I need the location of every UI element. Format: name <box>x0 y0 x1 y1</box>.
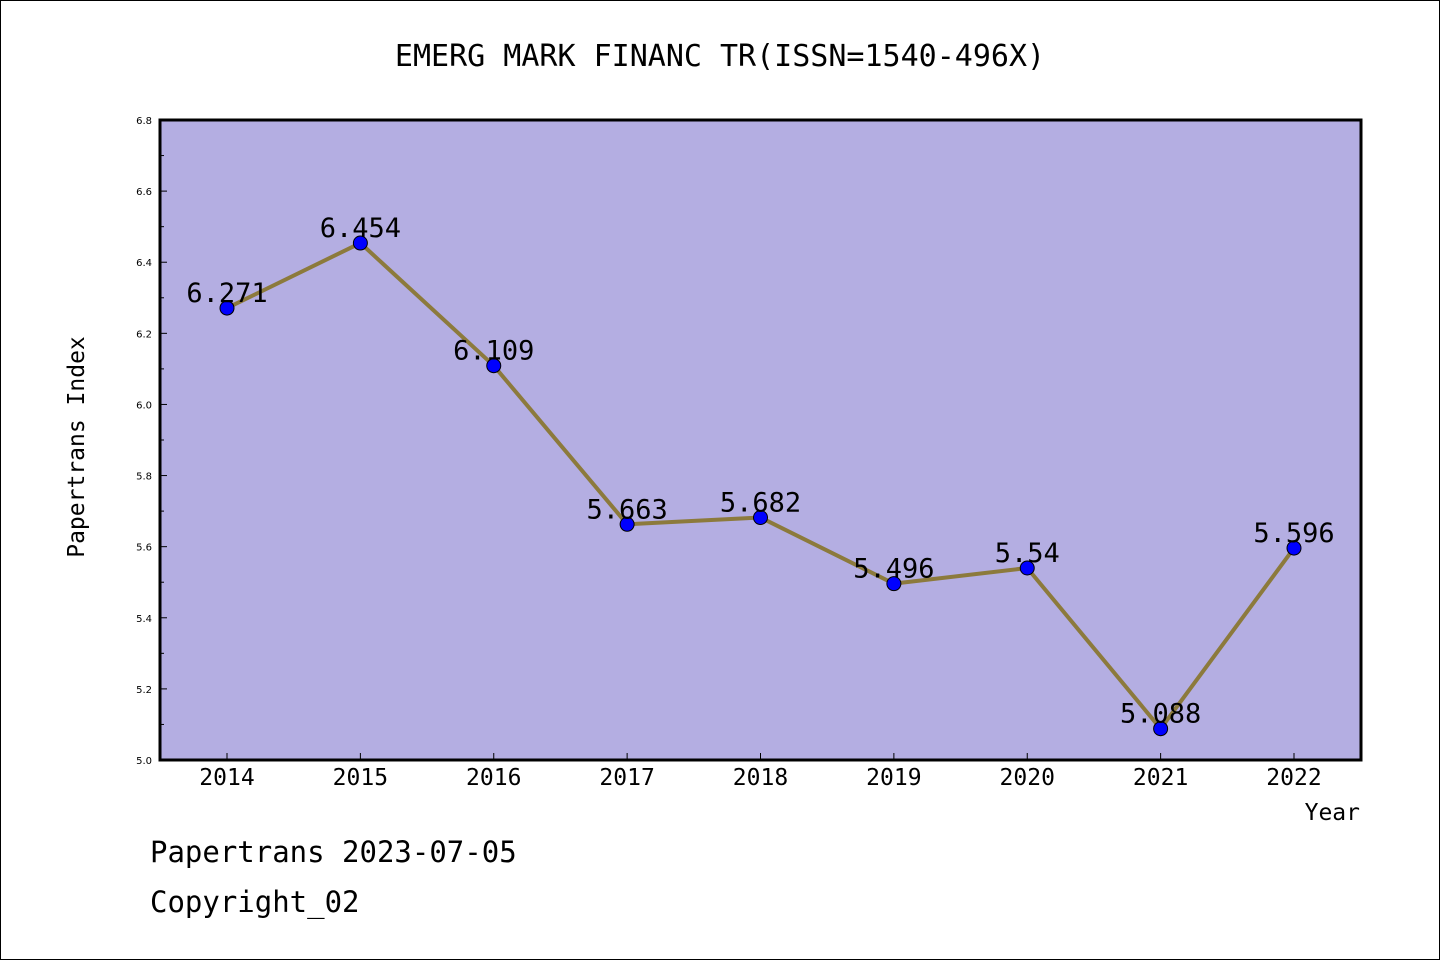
data-point <box>219 300 235 316</box>
data-label: 5.496 <box>853 554 934 585</box>
x-tick-label: 2016 <box>466 765 521 791</box>
y-tick-label: 5.2 <box>136 685 152 696</box>
series-group: 6.271 6.454 6.109 5.663 5.682 5.496 5.54 5.088 5… <box>186 213 1335 737</box>
data-point <box>352 235 368 251</box>
data-point <box>886 576 902 592</box>
y-tick-label: 5.8 <box>136 472 152 483</box>
data-label: 5.682 <box>720 488 801 519</box>
y-tick-label: 5.6 <box>136 543 152 554</box>
x-tick-label: 2017 <box>599 765 654 791</box>
footer-date-text: Papertrans 2023-07-05 <box>150 835 517 869</box>
data-label: 6.109 <box>453 336 534 367</box>
x-axis-label: Year <box>1305 800 1360 826</box>
data-label: 5.54 <box>995 538 1060 569</box>
data-point <box>486 358 502 374</box>
y-tick-label: 6.0 <box>136 400 152 411</box>
data-label: 5.663 <box>586 494 667 525</box>
x-axis: 2014 2015 2016 2017 2018 2019 2020 2021 2022 <box>199 753 1322 791</box>
x-tick-label: 2014 <box>199 765 254 791</box>
plot-area <box>158 118 1363 762</box>
y-tick-label: 5.0 <box>136 756 152 767</box>
x-tick-label: 2015 <box>333 765 388 791</box>
data-label: 6.454 <box>320 213 401 244</box>
x-tick-label: 2019 <box>866 765 921 791</box>
x-tick-label: 2022 <box>1266 765 1321 791</box>
y-tick-label: 6.4 <box>136 258 152 269</box>
y-tick-label: 6.8 <box>136 116 152 127</box>
data-point <box>753 510 768 526</box>
y-tick-label: 6.6 <box>136 187 152 198</box>
data-label: 5.596 <box>1253 518 1334 549</box>
data-label: 6.271 <box>186 278 267 309</box>
data-point <box>1019 560 1035 576</box>
x-tick-label: 2020 <box>1000 765 1055 791</box>
data-label: 5.088 <box>1120 699 1201 730</box>
y-axis-label: Papertrans Index <box>64 336 90 558</box>
data-point <box>619 516 635 532</box>
footer-copyright-text: Copyright_02 <box>150 885 360 919</box>
chart-title: EMERG MARK FINANC TR(ISSN=1540-496X) <box>395 39 1045 74</box>
x-tick-label: 2018 <box>733 765 788 791</box>
data-point <box>1153 721 1169 737</box>
y-axis: 5.0 5.2 5.4 5.6 5.8 6.0 6.2 6.4 6.6 6.8 <box>136 116 167 767</box>
data-point <box>1286 540 1302 556</box>
y-tick-label: 6.2 <box>136 329 152 340</box>
y-tick-label: 5.4 <box>136 614 152 625</box>
x-tick-label: 2021 <box>1133 765 1188 791</box>
